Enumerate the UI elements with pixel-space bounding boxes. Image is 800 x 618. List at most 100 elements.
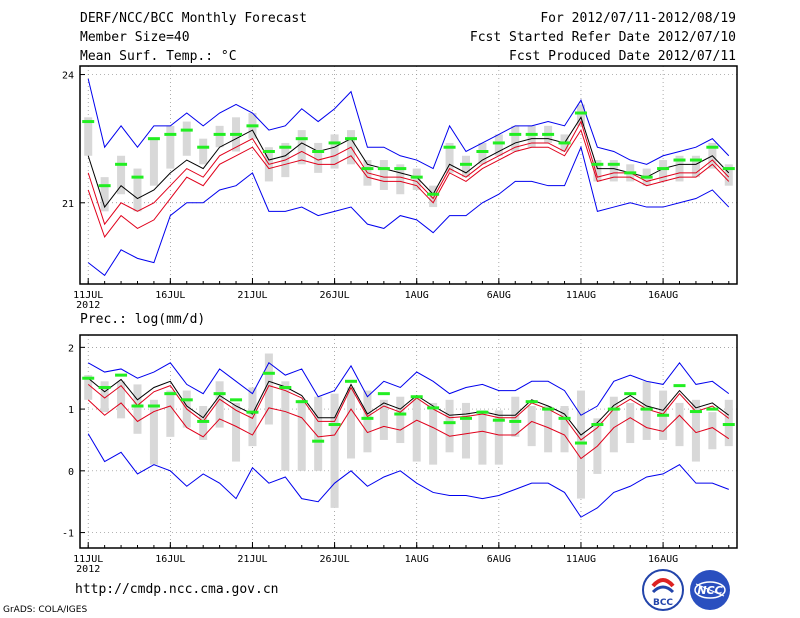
x-year-label: 2012 — [76, 564, 100, 575]
x-tick-label: 21JUL — [237, 554, 267, 565]
x-tick-label: 11JUL — [73, 554, 103, 565]
spread-box — [494, 134, 503, 156]
spread-box — [576, 390, 585, 499]
spread-box — [642, 381, 651, 440]
website-url[interactable]: http://cmdp.ncc.cma.gov.cn — [75, 582, 279, 597]
member-size-label: Member Size=40 — [80, 30, 190, 45]
spread-box — [314, 142, 323, 173]
x-tick-label: 11AUG — [566, 554, 596, 565]
spread-box — [199, 138, 208, 165]
spread-box — [182, 121, 191, 156]
ncc-logo: NCC — [687, 568, 733, 616]
x-tick-label: 21JUL — [237, 290, 267, 301]
chart-title: DERF/NCC/BCC Monthly Forecast — [80, 11, 307, 26]
spread-box — [330, 134, 339, 169]
x-year-label: 2012 — [76, 300, 100, 311]
spread-box — [149, 399, 158, 465]
spread-box — [429, 185, 438, 208]
spread-box — [461, 402, 470, 459]
spread-box — [659, 160, 668, 182]
spread-box — [445, 142, 454, 173]
spread-box — [708, 412, 717, 450]
spread-box — [691, 155, 700, 178]
spread-box — [494, 410, 503, 465]
bcc-logo: BCC — [641, 568, 685, 616]
spread-box — [675, 402, 684, 447]
spread-box — [117, 381, 126, 419]
grads-credit: GrADS: COLA/IGES — [3, 605, 88, 615]
spread-box — [412, 168, 421, 190]
forecast-produced-date: Fcst Produced Date 2012/07/11 — [509, 49, 736, 64]
y-tick-label: 24 — [62, 71, 74, 82]
precipitation-panel: -1 0 1 2 11JUL 16JUL 21JUL 26JUL 1AUG 6AUG 11AUG 16… — [62, 312, 738, 575]
spread-box — [297, 130, 306, 165]
spread-box — [100, 177, 109, 212]
spread-box — [149, 138, 158, 186]
min-bound-line — [87, 145, 730, 277]
spread-box — [117, 155, 126, 195]
spread-box — [445, 399, 454, 453]
min-bound-line — [87, 433, 729, 518]
spread-box — [724, 399, 733, 447]
spread-box — [379, 399, 388, 440]
forecast-period: For 2012/07/11-2012/08/19 — [540, 11, 736, 26]
spread-box — [576, 104, 585, 126]
x-tick-label: 1AUG — [405, 290, 429, 301]
spread-box — [199, 406, 208, 440]
x-tick-label: 16AUG — [648, 290, 678, 301]
max-bound-line — [87, 78, 730, 170]
variable-label: Mean Surf. Temp.: °C — [80, 49, 237, 64]
ensemble-mean-line — [87, 384, 730, 441]
y-tick-label: 2 — [68, 343, 74, 354]
spread-box — [232, 402, 241, 462]
spread-box — [379, 160, 388, 190]
spread-box — [593, 160, 602, 182]
spread-box — [609, 396, 618, 453]
spread-box — [478, 142, 487, 165]
x-tick-label: 1AUG — [405, 554, 429, 565]
x-tick-label: 16JUL — [155, 554, 185, 565]
spread-box — [396, 396, 405, 444]
spread-box — [215, 125, 224, 148]
x-tick-label: 16JUL — [155, 290, 185, 301]
plot-frame — [79, 334, 738, 549]
spread-box — [609, 160, 618, 182]
bcc-logo-text: BCC — [653, 598, 673, 608]
ncc-logo-text: NCC — [697, 584, 722, 597]
y-tick-label: 1 — [68, 405, 74, 416]
ensemble-mean-line — [87, 120, 730, 226]
spread-box — [166, 125, 175, 169]
spread-box — [264, 353, 273, 425]
x-tick-label: 6AUG — [487, 290, 511, 301]
spread-box — [84, 375, 93, 400]
member-upper-line — [87, 377, 730, 436]
x-tick-label: 26JUL — [320, 290, 350, 301]
member-lower-line — [87, 128, 730, 239]
x-tick-label: 11AUG — [566, 290, 596, 301]
spread-box — [675, 155, 684, 182]
spread-box — [560, 406, 569, 453]
spread-box — [527, 125, 536, 148]
spread-box — [166, 390, 175, 437]
spread-box — [626, 402, 635, 444]
x-tick-label: 16AUG — [648, 554, 678, 565]
temperature-panel: 21 24 11JUL 16JUL 21JUL 26JUL 1AUG 6AUG 11AUG 16A… — [62, 65, 738, 311]
x-tick-label: 11JUL — [73, 290, 103, 301]
member-lower-line — [87, 399, 730, 460]
spread-box — [347, 387, 356, 459]
spread-box — [511, 396, 520, 437]
x-tick-label: 6AUG — [487, 554, 511, 565]
spread-box — [363, 390, 372, 453]
spread-box — [724, 164, 733, 186]
y-tick-label: 0 — [68, 467, 74, 478]
spread-box — [691, 399, 700, 462]
plot-frame — [79, 65, 738, 285]
spread-box — [100, 381, 109, 413]
max-bound-line — [87, 361, 730, 416]
spread-box — [330, 393, 339, 508]
y-tick-label: -1 — [62, 529, 74, 540]
spread-box — [478, 410, 487, 465]
spread-box — [84, 117, 93, 156]
spread-box — [281, 381, 290, 471]
